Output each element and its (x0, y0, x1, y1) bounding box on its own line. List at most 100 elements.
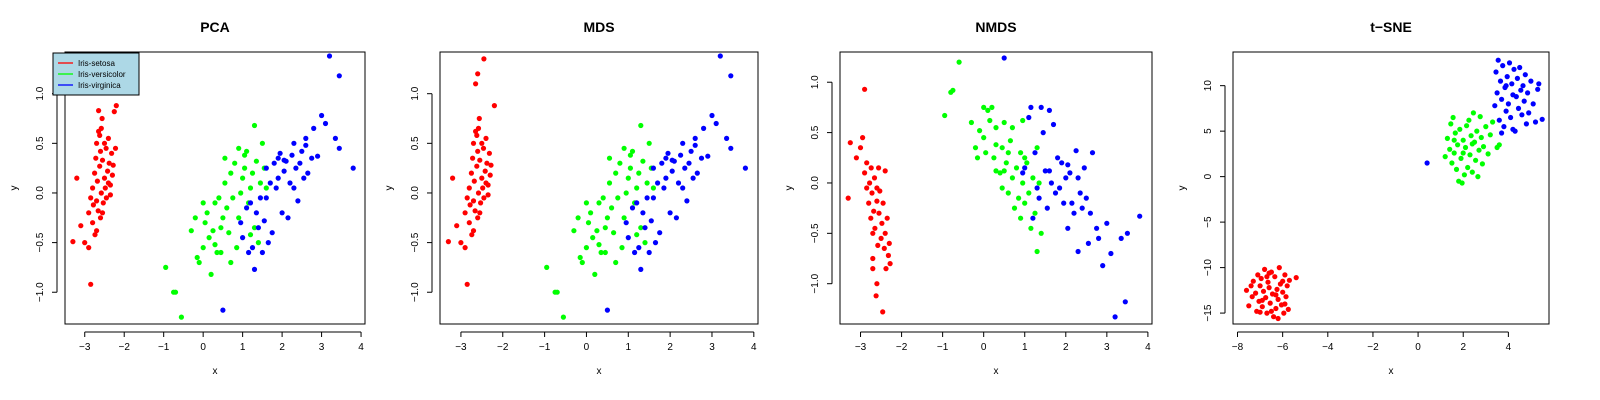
data-point (1009, 125, 1016, 131)
x-tick-label: 4 (751, 342, 757, 353)
data-point (470, 140, 477, 146)
data-point (942, 112, 948, 119)
data-point (1257, 309, 1263, 315)
data-point (1492, 103, 1498, 109)
data-point (690, 175, 696, 181)
data-point (445, 239, 451, 245)
data-point (869, 190, 875, 196)
data-point (1461, 172, 1467, 178)
data-point (1069, 200, 1075, 206)
data-point (876, 165, 882, 171)
chart-title: PCA (200, 19, 230, 35)
data-point (470, 198, 477, 204)
data-point (196, 259, 202, 266)
data-point (678, 152, 684, 158)
data-point (1034, 145, 1040, 151)
data-point (1020, 117, 1026, 124)
data-point (675, 180, 682, 186)
x-tick-label: 0 (584, 342, 590, 353)
plot-frame (64, 51, 366, 325)
data-point (1259, 304, 1265, 310)
y-tick-label: 1.0 (410, 86, 421, 100)
data-point (1501, 124, 1507, 130)
y-tick-label: 1.0 (810, 75, 821, 89)
data-point (1513, 94, 1519, 100)
data-point (1009, 175, 1016, 181)
data-point (1267, 300, 1273, 306)
series-iris-setosa (845, 86, 893, 315)
data-point (477, 210, 483, 216)
data-point (627, 152, 634, 158)
data-point (228, 259, 234, 266)
data-point (471, 178, 477, 184)
data-point (1459, 180, 1465, 186)
data-point (1253, 290, 1259, 296)
data-point (1042, 168, 1048, 174)
data-point (886, 240, 892, 246)
data-point (255, 240, 261, 246)
data-point (244, 205, 250, 211)
data-point (238, 220, 244, 226)
data-point (1280, 289, 1286, 295)
data-point (484, 160, 490, 166)
data-point (1260, 288, 1267, 294)
chart-panel-1: MDS −3 −2 −1 0 1 2 3 4 x −1.0 −0.5 0.0 0.5 1.0 y (384, 19, 759, 377)
data-point (874, 185, 880, 191)
data-point (99, 157, 106, 163)
data-point (109, 150, 115, 156)
x-tick-label: −2 (896, 342, 908, 353)
data-point (88, 281, 94, 287)
data-point (1495, 57, 1501, 63)
data-point (279, 210, 285, 216)
data-point (303, 135, 309, 141)
y-tick-label: 5 (1203, 128, 1214, 134)
series-iris-versicolor (942, 59, 1044, 255)
data-point (1250, 278, 1256, 284)
data-point (483, 135, 489, 141)
data-point (1089, 150, 1096, 156)
data-point (1469, 169, 1475, 175)
data-point (1016, 195, 1022, 201)
data-point (1013, 165, 1020, 171)
data-point (663, 175, 669, 181)
data-point (475, 190, 482, 196)
data-point (1476, 147, 1482, 153)
data-point (92, 232, 98, 238)
data-point (259, 140, 265, 146)
data-point (636, 170, 642, 176)
data-point (663, 155, 669, 161)
data-point (1479, 161, 1485, 167)
data-point (1262, 266, 1268, 272)
data-point (878, 235, 884, 241)
data-point (1034, 248, 1040, 255)
data-point (983, 150, 989, 156)
data-point (1500, 63, 1506, 69)
data-point (259, 249, 265, 256)
y-tick-label: 0 (1203, 173, 1214, 179)
data-point (1518, 87, 1524, 93)
data-point (1057, 185, 1063, 191)
data-point (1457, 126, 1463, 132)
data-point (640, 210, 646, 216)
data-point (686, 160, 692, 166)
data-point (1038, 230, 1044, 236)
data-point (257, 180, 263, 186)
data-point (482, 168, 488, 174)
data-point (634, 232, 640, 238)
data-point (583, 245, 590, 251)
data-point (993, 125, 999, 131)
data-point (594, 228, 600, 234)
data-point (1506, 60, 1513, 66)
data-point (350, 165, 356, 171)
x-tick-label: 4 (1145, 342, 1151, 353)
data-point (1470, 110, 1476, 116)
data-point (997, 170, 1003, 176)
data-point (646, 249, 652, 256)
data-point (450, 175, 456, 181)
data-point (606, 155, 613, 161)
data-point (220, 215, 226, 221)
x-axis-label: x (213, 366, 218, 377)
series-iris-virginica (1424, 57, 1545, 166)
data-point (464, 195, 470, 201)
